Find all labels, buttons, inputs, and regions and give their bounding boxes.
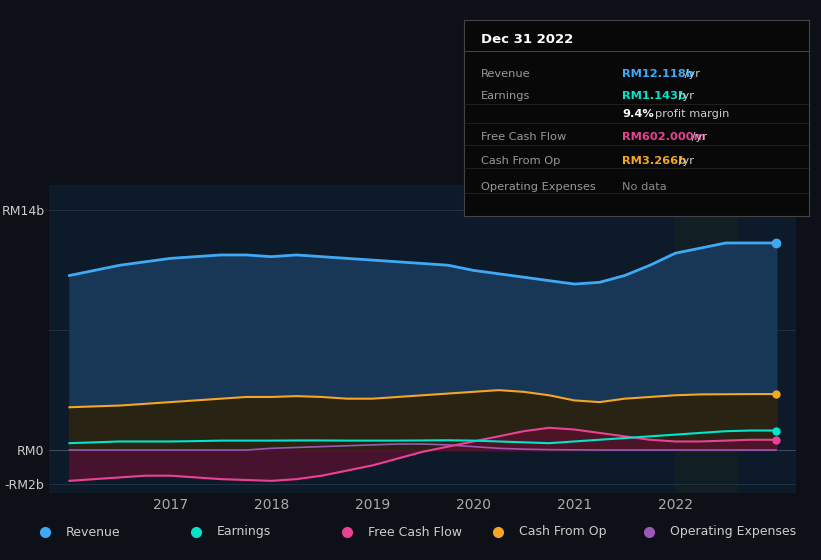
Text: profit margin: profit margin xyxy=(655,109,730,119)
Text: Revenue: Revenue xyxy=(66,525,121,539)
Text: Earnings: Earnings xyxy=(217,525,272,539)
Text: /yr: /yr xyxy=(675,91,694,101)
Text: 9.4%: 9.4% xyxy=(622,109,654,119)
Text: Operating Expenses: Operating Expenses xyxy=(670,525,796,539)
Text: Dec 31 2022: Dec 31 2022 xyxy=(481,34,573,46)
Text: /yr: /yr xyxy=(675,156,694,166)
Text: RM602.000m: RM602.000m xyxy=(622,132,706,142)
Text: Cash From Op: Cash From Op xyxy=(481,156,561,166)
Text: No data: No data xyxy=(622,183,667,192)
Text: Earnings: Earnings xyxy=(481,91,530,101)
Text: RM12.118b: RM12.118b xyxy=(622,69,695,78)
Text: RM3.266b: RM3.266b xyxy=(622,156,687,166)
Text: Free Cash Flow: Free Cash Flow xyxy=(481,132,566,142)
Text: /yr: /yr xyxy=(681,69,700,78)
Text: Free Cash Flow: Free Cash Flow xyxy=(368,525,462,539)
Text: Operating Expenses: Operating Expenses xyxy=(481,183,596,192)
Text: Cash From Op: Cash From Op xyxy=(519,525,607,539)
Text: Revenue: Revenue xyxy=(481,69,530,78)
Text: /yr: /yr xyxy=(688,132,707,142)
Text: RM1.143b: RM1.143b xyxy=(622,91,686,101)
Bar xyxy=(675,185,736,493)
